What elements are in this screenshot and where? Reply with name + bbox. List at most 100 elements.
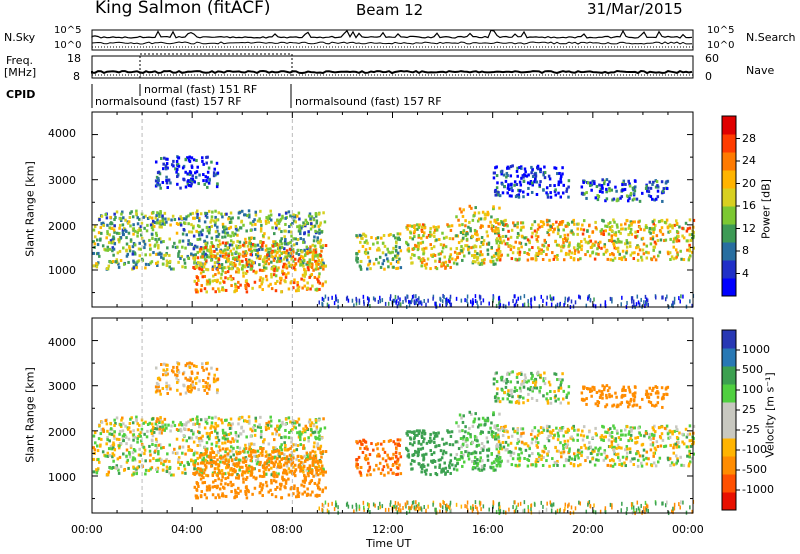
velocity-cell	[455, 440, 458, 444]
velocity-cell	[602, 438, 605, 442]
velocity-cell	[630, 438, 634, 442]
power-cell	[518, 180, 522, 184]
power-cell	[184, 246, 187, 250]
velocity-cell	[272, 446, 275, 450]
power-cell	[372, 242, 375, 246]
power-cell	[495, 174, 499, 178]
velocity-cell	[317, 481, 321, 485]
power-cell	[242, 223, 245, 227]
velocity-cell	[199, 453, 203, 457]
power-cell	[227, 226, 231, 230]
velocity-cell	[165, 465, 169, 469]
velocity-cell	[417, 462, 421, 466]
power-cell	[208, 278, 211, 282]
velocity-cell	[498, 428, 501, 432]
power-cell	[449, 303, 452, 308]
power-cell	[648, 230, 651, 234]
velocity-cell	[196, 496, 200, 500]
power-cell	[470, 206, 473, 210]
power-cell	[579, 295, 582, 300]
velocity-cell	[267, 456, 271, 460]
power-cell	[422, 234, 425, 238]
velocity-cell	[429, 432, 432, 436]
power-cell	[599, 303, 602, 308]
power-cell	[504, 234, 508, 238]
power-cell	[497, 229, 500, 233]
power-cell	[460, 245, 463, 249]
power-cell	[113, 242, 117, 246]
power-cell	[205, 290, 208, 294]
power-cell	[497, 191, 500, 195]
power-cell	[161, 180, 165, 184]
power-cell	[430, 246, 434, 250]
power-cell	[536, 164, 540, 168]
power-cell	[289, 263, 293, 267]
velocity-cell	[120, 418, 123, 422]
power-cell	[457, 241, 461, 245]
velocity-cell	[367, 461, 370, 465]
velocity-cell	[199, 495, 203, 499]
velocity-cell	[247, 415, 251, 419]
power-cell	[261, 288, 264, 292]
power-cell	[292, 219, 296, 223]
power-cell	[506, 253, 510, 257]
velocity-cell	[230, 467, 233, 471]
power-cell	[655, 295, 657, 300]
velocity-cell	[215, 367, 219, 371]
power-cell	[139, 247, 143, 251]
velocity-cell	[417, 450, 421, 454]
power-cell	[611, 240, 614, 244]
power-cell	[359, 267, 363, 271]
power-cell	[200, 284, 204, 288]
power-cell	[293, 257, 297, 261]
power-cell	[430, 253, 433, 257]
velocity-cell	[438, 463, 442, 467]
power-cell	[529, 180, 533, 184]
power-cell	[269, 282, 272, 286]
power-cell	[319, 261, 322, 265]
velocity-cell	[276, 474, 279, 478]
power-cell	[140, 233, 143, 237]
power-cell	[305, 245, 309, 249]
velocity-cell	[251, 467, 254, 471]
velocity-cell	[289, 469, 293, 473]
power-cell	[568, 296, 570, 301]
power-cell	[486, 234, 489, 238]
power-cell	[420, 225, 424, 229]
power-cell	[365, 239, 368, 243]
power-cell	[580, 185, 584, 189]
velocity-cell	[193, 463, 196, 467]
velocity-cell	[316, 461, 320, 465]
velocity-cell	[126, 458, 130, 462]
velocity-cell	[301, 479, 305, 483]
power-cell	[627, 233, 630, 237]
power-cell	[686, 227, 690, 231]
power-cell	[462, 229, 466, 233]
power-cell	[277, 258, 280, 262]
velocity-cell	[249, 450, 253, 454]
velocity-cell	[228, 426, 232, 430]
velocity-cell	[221, 428, 225, 432]
velocity-cell	[255, 476, 258, 480]
power-cell	[495, 238, 498, 242]
power-cell	[117, 240, 121, 244]
power-cell	[171, 214, 175, 218]
power-cell	[396, 304, 399, 309]
power-cell	[405, 298, 407, 303]
power-cell	[356, 260, 359, 264]
power-cell	[232, 247, 235, 251]
velocity-cell	[211, 485, 214, 489]
velocity-cell	[140, 427, 144, 431]
power-cell	[138, 227, 141, 231]
power-cell	[195, 281, 198, 285]
power-cell	[199, 212, 203, 216]
power-cell	[672, 257, 676, 261]
power-cell	[482, 261, 486, 265]
velocity-cell	[311, 431, 314, 435]
velocity-cell	[472, 465, 475, 469]
power-cell	[199, 255, 203, 259]
power-cell	[649, 242, 653, 246]
velocity-cell	[159, 392, 162, 396]
power-cell	[190, 252, 193, 256]
velocity-cell	[270, 461, 274, 465]
